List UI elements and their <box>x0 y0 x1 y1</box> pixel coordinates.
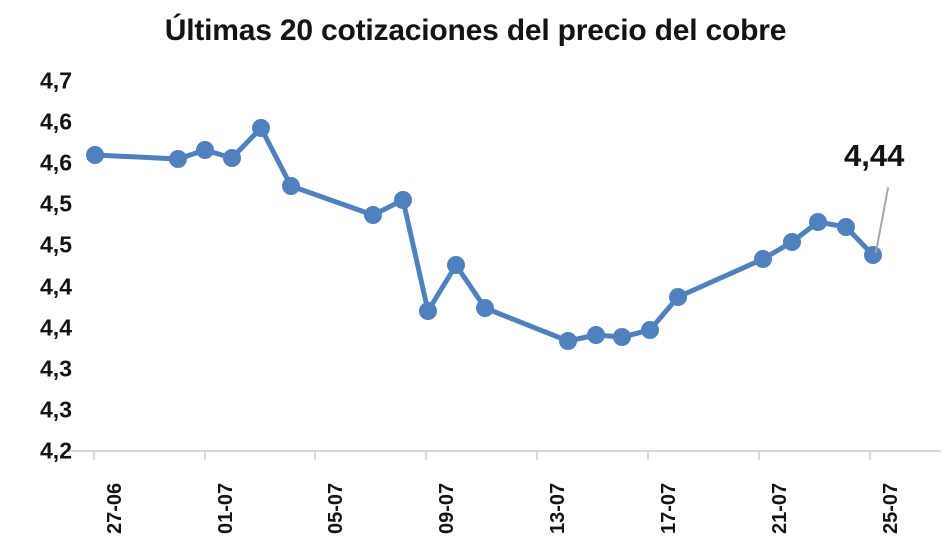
data-point-marker[interactable]: 04-07: 4.555 <box>394 191 412 209</box>
data-point-marker[interactable]: 12-07: 4.437 <box>669 288 687 306</box>
data-point-marker[interactable]: 14-07: 4.504 <box>783 233 801 251</box>
data-point-marker[interactable]: 09-07: 4.391 <box>587 326 605 344</box>
data-point-marker[interactable]: 15-07: 4.528 <box>809 213 827 231</box>
data-point-marker[interactable]: 17-07: 4.488 <box>864 246 882 264</box>
last-value-data-label: 4,44 <box>844 138 905 173</box>
data-point-marker[interactable]: 30-06: 4.606 <box>223 149 241 167</box>
y-axis-tick-label: 4,2 <box>40 437 72 464</box>
y-axis-tick-label: 4,5 <box>40 231 72 258</box>
y-axis-tick-label: 4,5 <box>40 190 72 217</box>
data-point-marker[interactable]: 10-07: 4.389 <box>613 328 631 346</box>
x-axis-tick-label: 17-07 <box>658 482 680 534</box>
y-axis-tick-label: 4,4 <box>40 314 72 341</box>
data-point-marker[interactable]: 06-07: 4.476 <box>447 256 465 274</box>
data-point-marker[interactable]: 05-07: 4.42 <box>419 302 437 320</box>
data-point-marker[interactable]: 02-07: 4.572 <box>282 177 300 195</box>
axis-lines <box>68 450 941 460</box>
leader-line <box>875 187 889 253</box>
y-axis-tick-label: 4,6 <box>40 149 72 176</box>
y-axis-tick-label: 4,6 <box>40 108 72 135</box>
data-point-marker[interactable]: 08-07: 4.384 <box>559 332 577 350</box>
data-point-marker[interactable]: 11-07: 4.397 <box>641 321 659 339</box>
x-axis-tick-label: 27-06 <box>104 482 126 534</box>
data-point-marker[interactable]: 01-07: 4.643 <box>252 119 270 137</box>
y-axis-tick-labels: 4,7 4,6 4,6 4,5 4,5 4,4 4,4 4,3 4,3 4,2 <box>8 0 72 553</box>
x-axis-tick-label: 13-07 <box>547 482 569 534</box>
data-point-marker[interactable]: 03-07: 4.537 <box>364 206 382 224</box>
y-axis-tick-label: 4,3 <box>40 355 72 382</box>
data-point-marker[interactable]: 28-06: 4.605 <box>169 150 187 168</box>
y-axis-tick-label: 4,7 <box>40 67 72 94</box>
y-axis-tick-label: 4,4 <box>40 273 72 300</box>
data-point-marker[interactable]: 27-06: 4.61 <box>86 146 104 164</box>
x-axis-tick-label: 25-07 <box>880 482 902 534</box>
x-axis-tick-label: 21-07 <box>769 482 791 534</box>
data-point-marker[interactable]: 16-07: 4.522 <box>837 218 855 236</box>
data-point-markers: 27-06: 4.61 28-06: 4.605 29-06: 4.62 30-06:… <box>86 119 882 350</box>
data-point-marker[interactable]: 13-07: 4.484 <box>754 250 772 268</box>
annotation-leader-line <box>875 187 889 253</box>
x-axis-tick-label: 05-07 <box>325 482 347 534</box>
chart-title: Últimas 20 cotizaciones del precio del c… <box>164 14 787 47</box>
data-point-marker[interactable]: 07-07: 4.424 <box>476 299 494 317</box>
y-axis-tick-label: 4,3 <box>40 396 72 423</box>
x-axis-tick-label: 09-07 <box>436 482 458 534</box>
x-axis-tick-label: 01-07 <box>215 482 237 534</box>
data-point-marker[interactable]: 29-06: 4.62 <box>196 141 214 159</box>
